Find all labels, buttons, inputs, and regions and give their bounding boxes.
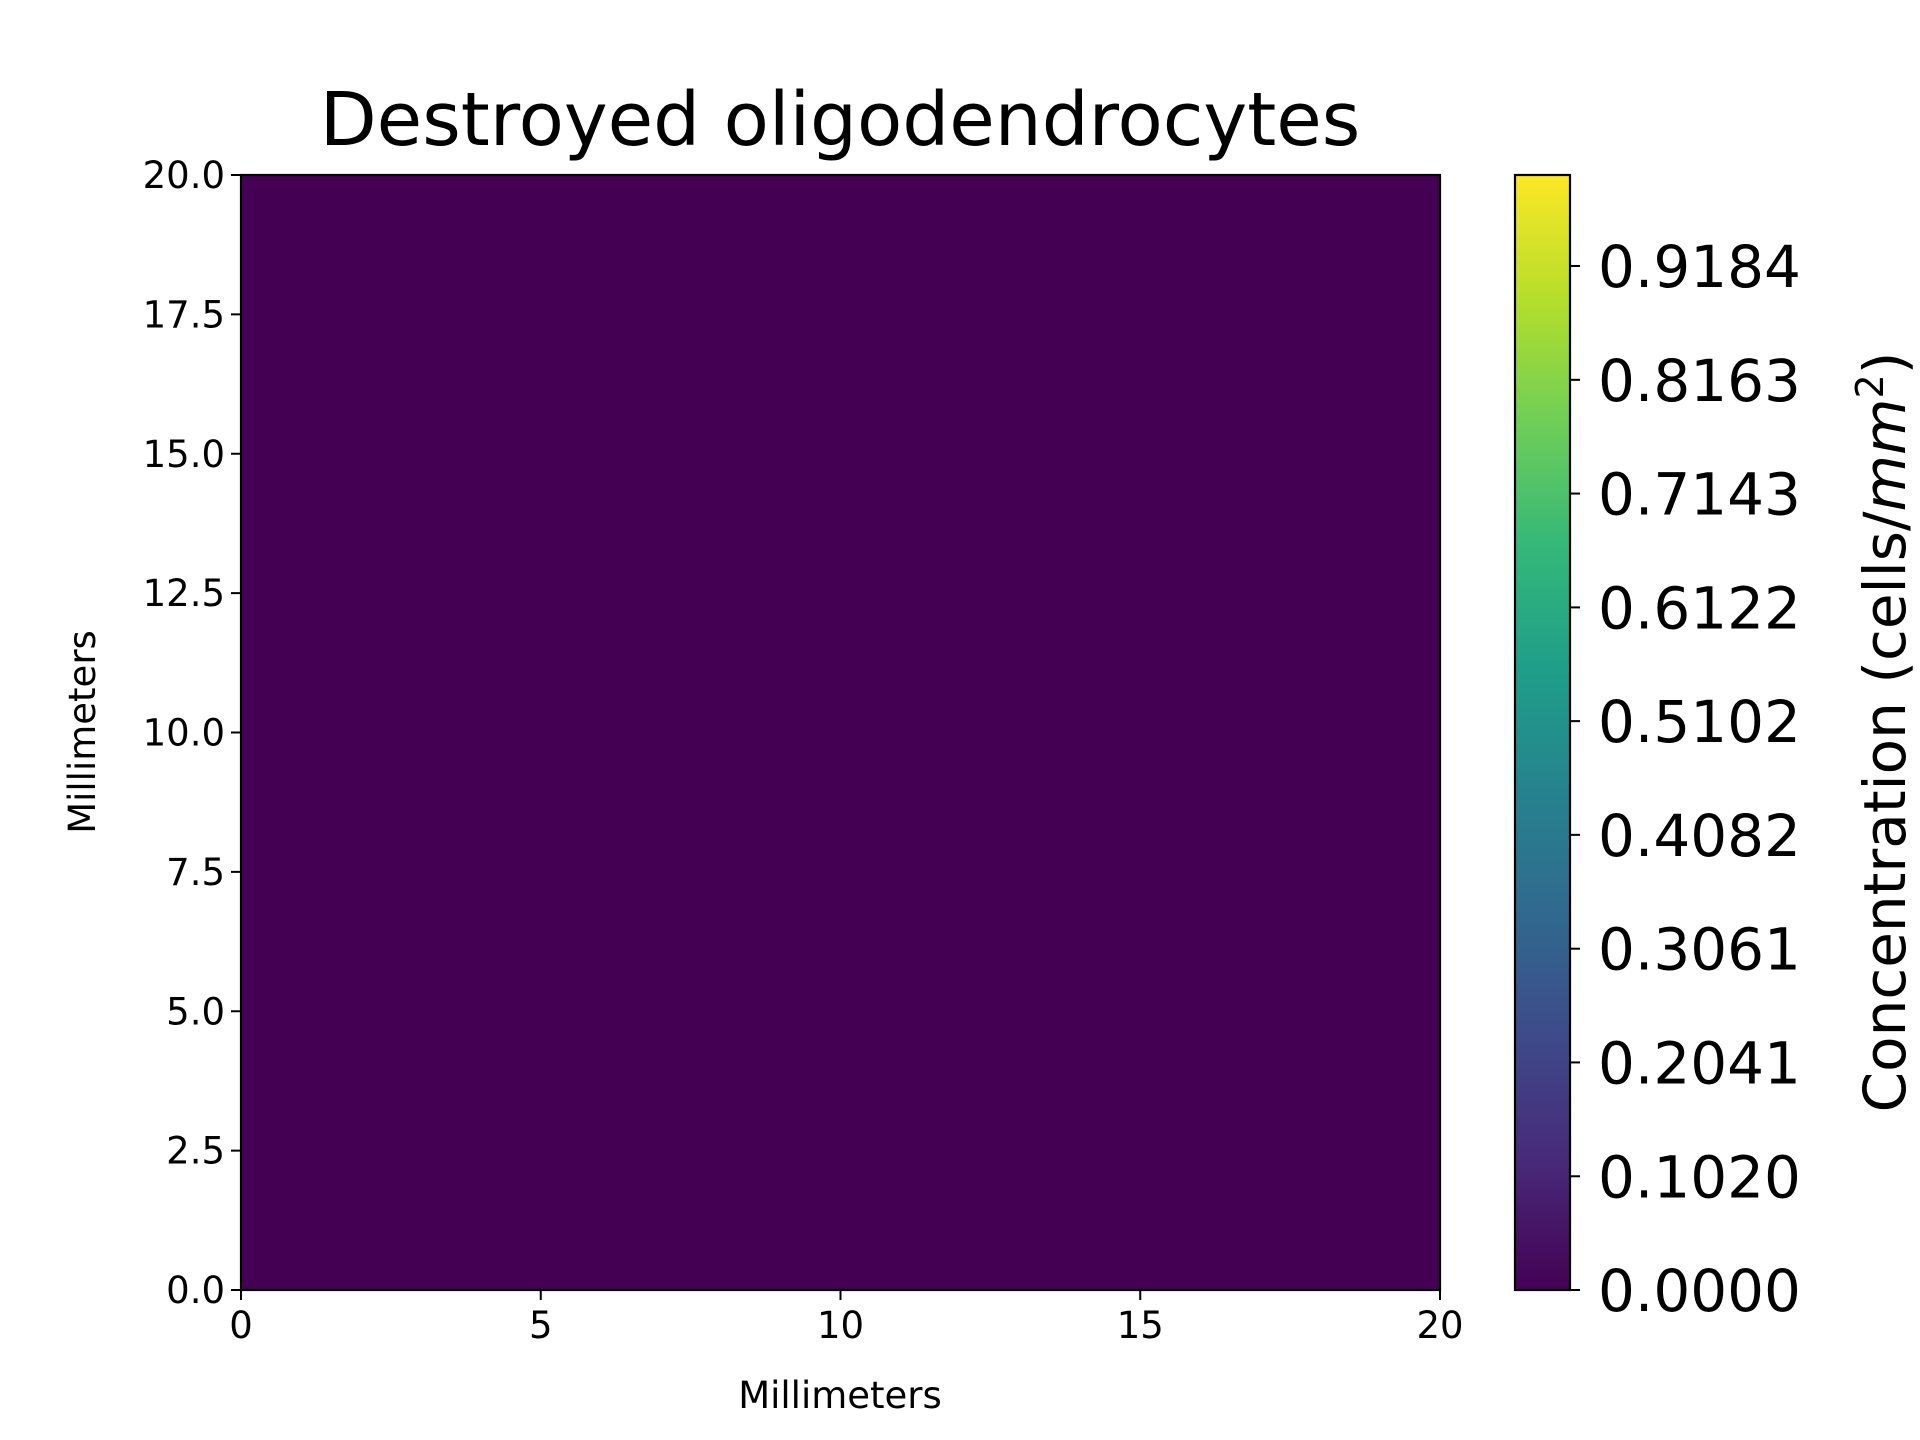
colorbar-label-exp: 2 [1848, 374, 1892, 398]
colorbar-tick-label: 0.4082 [1598, 802, 1801, 870]
y-tick-label: 10.0 [143, 712, 225, 755]
y-axis-ticks: 0.0 2.5 5.0 7.5 10.0 12.5 15.0 17.5 20.0 [143, 154, 241, 1312]
y-tick-label: 5.0 [166, 990, 225, 1033]
colorbar-tick-label: 0.5102 [1598, 688, 1801, 756]
colorbar-tick-label: 0.8163 [1598, 347, 1801, 415]
colorbar-label-suffix: ) [1851, 352, 1919, 375]
colorbar-tick-label: 0.0000 [1598, 1257, 1801, 1325]
colorbar-ticks: 0.0000 0.1020 0.2041 0.3061 0.4082 0.5102 0.61… [1570, 233, 1801, 1325]
y-tick-label: 7.5 [166, 851, 225, 894]
x-tick-label: 5 [529, 1304, 553, 1347]
y-axis-label: Millimeters [61, 630, 104, 834]
y-tick-label: 17.5 [143, 293, 225, 336]
x-axis-label: Millimeters [738, 1374, 942, 1417]
colorbar-label: Concentration (cells/mm2) [1848, 352, 1919, 1113]
y-tick-label: 12.5 [143, 572, 225, 615]
colorbar-tick-label: 0.9184 [1598, 233, 1801, 301]
y-tick-label: 0.0 [166, 1269, 225, 1312]
x-axis-ticks: 0 5 10 15 20 [229, 1290, 1464, 1347]
y-tick-label: 20.0 [143, 154, 225, 197]
colorbar-tick-label: 0.6122 [1598, 574, 1801, 642]
x-tick-label: 15 [1117, 1304, 1164, 1347]
y-tick-label: 15.0 [143, 433, 225, 476]
colorbar-tick-label: 0.1020 [1598, 1143, 1801, 1211]
heatmap-field [241, 175, 1440, 1290]
x-tick-label: 0 [229, 1304, 253, 1347]
colorbar-tick-label: 0.7143 [1598, 461, 1801, 529]
chart-title: Destroyed oligodendrocytes [320, 77, 1361, 163]
y-tick-label: 2.5 [166, 1130, 225, 1173]
colorbar-tick-label: 0.2041 [1598, 1029, 1801, 1097]
colorbar-label-unit: mm [1851, 398, 1919, 511]
colorbar-tick-label: 0.3061 [1598, 916, 1801, 984]
colorbar-label-prefix: Concentration (cells/ [1851, 511, 1919, 1112]
x-tick-label: 20 [1416, 1304, 1463, 1347]
colorbar [1513, 173, 1572, 1292]
x-tick-label: 10 [817, 1304, 864, 1347]
